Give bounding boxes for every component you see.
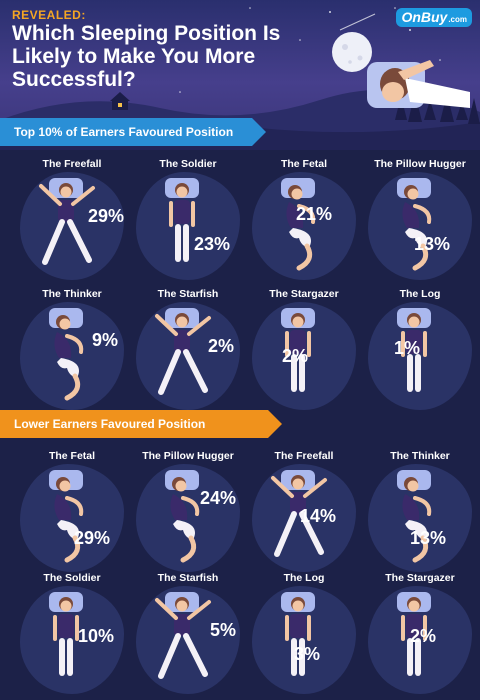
position-percent: 5% [210, 620, 237, 640]
sleeper-figure-icon [39, 178, 95, 265]
position-card: The Pillow Hugger 13% [360, 158, 480, 288]
cabin-icon [110, 92, 130, 110]
logo-main: OnBuy [401, 9, 448, 25]
position-card: The Freefall 14% [244, 450, 364, 580]
section-ribbon-top-earners: Top 10% of Earners Favoured Position [0, 118, 266, 146]
sleeper-figure-icon [155, 592, 211, 679]
shooting-star-icon [339, 13, 376, 31]
sleeper-figure-icon [281, 592, 315, 676]
position-name: The Freefall [42, 158, 102, 170]
onbuy-logo[interactable]: OnBuy.com [396, 8, 472, 27]
position-card: The Log 1% [360, 288, 480, 418]
position-card: The Pillow Hugger 24% [128, 450, 248, 580]
position-name: The Log [399, 288, 441, 300]
position-percent: 13% [414, 234, 451, 254]
position-card: The Soldier 10% [12, 572, 132, 700]
section-title: Lower Earners Favoured Position [14, 417, 206, 431]
sleeper-figure-icon [281, 178, 316, 271]
sleeper-figure-icon [165, 470, 200, 563]
position-name: The Starfish [157, 288, 219, 300]
position-percent: 29% [88, 206, 125, 226]
position-name: The Starfish [157, 572, 219, 584]
sleeper-figure-icon [271, 470, 327, 557]
position-card: The Soldier 23% [128, 158, 248, 288]
position-percent: 2% [208, 336, 235, 356]
section-ribbon-lower-earners: Lower Earners Favoured Position [0, 410, 282, 438]
position-percent: 14% [300, 506, 337, 526]
sleeper-figure-icon [49, 592, 83, 676]
position-card: The Starfish 2% [128, 288, 248, 418]
sleeper-figure-icon [281, 308, 315, 392]
position-percent: 9% [92, 330, 119, 350]
position-card: The Fetal 21% [244, 158, 364, 288]
position-percent: 29% [74, 528, 111, 548]
position-percent: 13% [410, 528, 447, 548]
position-name: The Log [283, 572, 325, 584]
position-name: The Stargazer [269, 288, 339, 300]
position-name: The Pillow Hugger [374, 158, 466, 170]
sleeper-figure-icon [397, 470, 432, 563]
position-name: The Thinker [42, 288, 102, 300]
sleeper-figure-icon [49, 470, 84, 563]
section-title: Top 10% of Earners Favoured Position [14, 125, 234, 139]
position-percent: 23% [194, 234, 231, 254]
position-card: The Stargazer 2% [360, 572, 480, 700]
position-card: The Thinker 13% [360, 450, 480, 580]
position-percent: 1% [394, 338, 421, 358]
page-title: Which Sleeping Position Is Likely to Mak… [12, 22, 281, 91]
sleeper-figure-icon [155, 308, 211, 395]
position-percent: 3% [294, 644, 321, 664]
position-percent: 2% [410, 626, 437, 646]
position-percent: 21% [296, 204, 333, 224]
position-card: The Log 3% [244, 572, 364, 700]
position-card: The Stargazer 2% [244, 288, 364, 418]
position-percent: 2% [282, 346, 309, 366]
position-name: The Soldier [159, 158, 217, 170]
position-name: The Thinker [390, 450, 450, 462]
position-name: The Stargazer [385, 572, 455, 584]
sleeper-figure-icon [49, 308, 84, 401]
logo-suffix: .com [448, 15, 467, 24]
sleeping-person-icon [367, 60, 470, 108]
position-card: The Starfish 5% [128, 572, 248, 700]
sleeper-figure-icon [165, 178, 199, 262]
position-card: The Thinker 9% [12, 288, 132, 418]
position-name: The Soldier [43, 572, 101, 584]
position-name: The Fetal [48, 450, 96, 462]
sleeper-figure-icon [397, 178, 432, 271]
position-card: The Fetal 29% [12, 450, 132, 580]
position-card: The Freefall 29% [12, 158, 132, 288]
sleeper-figure-icon [397, 308, 431, 392]
position-percent: 10% [78, 626, 115, 646]
kicker-text: REVEALED: [12, 8, 86, 22]
moon-icon [332, 32, 372, 72]
sleeper-figure-icon [397, 592, 431, 676]
position-percent: 24% [200, 488, 237, 508]
position-name: The Fetal [280, 158, 328, 170]
position-name: The Freefall [274, 450, 334, 462]
position-name: The Pillow Hugger [142, 450, 234, 462]
